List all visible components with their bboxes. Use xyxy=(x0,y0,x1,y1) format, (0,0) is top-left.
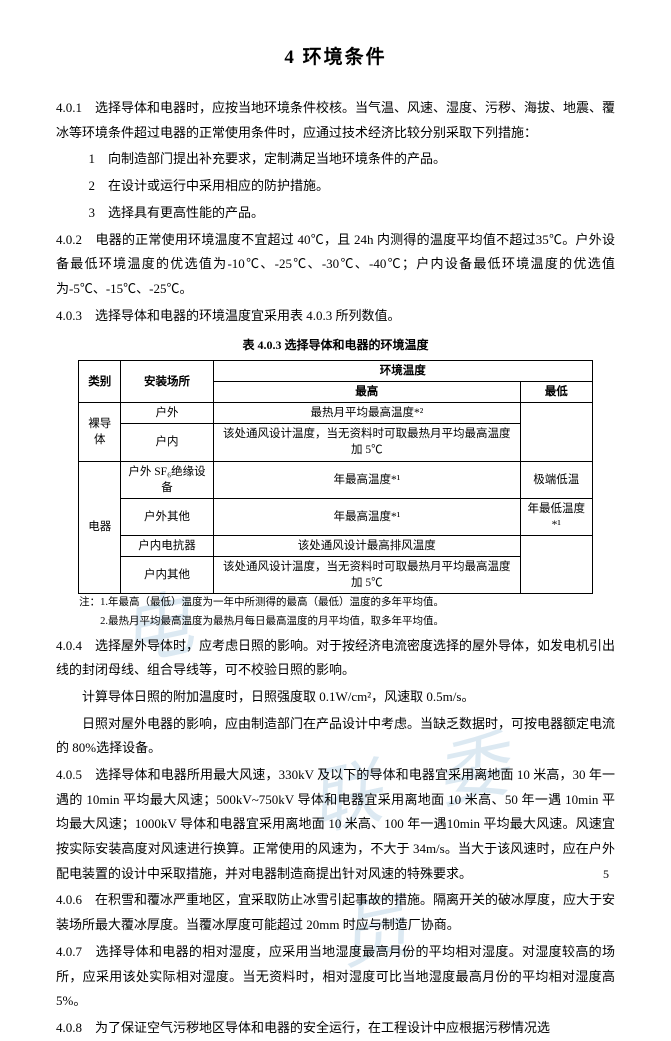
cell: 最热月平均最高温度*² xyxy=(213,403,520,424)
cell: 户外 xyxy=(121,403,214,424)
clause-4-0-7: 4.0.7 选择导体和电器的相对湿度，应采用当地湿度最高月份的平均相对湿度。对湿… xyxy=(56,940,615,1014)
cell: 极端低温 xyxy=(520,461,592,498)
clause-4-0-8: 4.0.8 为了保证空气污秽地区导体和电器的安全运行，在工程设计中应根据污秽情况… xyxy=(56,1016,615,1041)
cell: 户内 xyxy=(121,424,214,461)
cell: 户外 SF₆绝缘设备 xyxy=(121,461,214,498)
th-env-temp: 环境温度 xyxy=(213,361,592,382)
cell: 户内其他 xyxy=(121,557,214,594)
chapter-title: 4 环境条件 xyxy=(56,40,615,76)
clause-4-0-4: 4.0.4 选择屋外导体时，应考虑日照的影响。对于按经济电流密度选择的屋外导体，… xyxy=(56,634,615,683)
clause-4-0-4b: 计算导体日照的附加温度时，日照强度取 0.1W/cm²，风速取 0.5m/s。 xyxy=(56,685,615,710)
table-note-2: 2.最热月平均最高温度为最热月每日最高温度的月平均值，取多年平均值。 xyxy=(56,615,615,630)
cell: 年最低温度*¹ xyxy=(520,498,592,535)
list-item-1: 1 向制造部门提出补充要求，定制满足当地环境条件的产品。 xyxy=(56,147,615,172)
table-note-1: 注：1.年最高（最低）温度为一年中所测得的最高（最低）温度的多年平均值。 xyxy=(56,596,615,611)
list-item-3: 3 选择具有更高性能的产品。 xyxy=(56,201,615,226)
clause-4-0-2: 4.0.2 电器的正常使用环境温度不宜超过 40℃，且 24h 内测得的温度平均… xyxy=(56,228,615,302)
th-category: 类别 xyxy=(79,361,121,403)
th-min: 最低 xyxy=(520,382,592,403)
cell-empty xyxy=(520,403,592,461)
clause-4-0-4c: 日照对屋外电器的影响，应由制造部门在产品设计中考虑。当缺乏数据时，可按电器额定电… xyxy=(56,712,615,761)
cell-apparatus: 电器 xyxy=(79,461,121,594)
clause-4-0-6: 4.0.6 在积雪和覆冰严重地区，宜采取防止冰雪引起事故的措施。隔离开关的破冰厚… xyxy=(56,888,615,937)
table-caption: 表 4.0.3 选择导体和电器的环境温度 xyxy=(56,334,615,357)
cell-empty xyxy=(520,535,592,593)
cell: 户外其他 xyxy=(121,498,214,535)
clause-4-0-5: 4.0.5 选择导体和电器所用最大风速，330kV 及以下的导体和电器宜采用离地… xyxy=(56,763,615,886)
cell: 户内电抗器 xyxy=(121,535,214,556)
cell: 该处通风设计最高排风温度 xyxy=(213,535,520,556)
cell: 该处通风设计温度，当无资料时可取最热月平均最高温度加 5℃ xyxy=(213,557,520,594)
cell: 年最高温度*¹ xyxy=(213,498,520,535)
list-item-2: 2 在设计或运行中采用相应的防护措施。 xyxy=(56,174,615,199)
env-temp-table: 类别 安装场所 环境温度 最高 最低 裸导体 户外 最热月平均最高温度*² 户内… xyxy=(78,360,592,594)
cell: 该处通风设计温度，当无资料时可取最热月平均最高温度加 5℃ xyxy=(213,424,520,461)
clause-4-0-1: 4.0.1 选择导体和电器时，应按当地环境条件校核。当气温、风速、湿度、污秽、海… xyxy=(56,96,615,145)
clause-4-0-3: 4.0.3 选择导体和电器的环境温度宜采用表 4.0.3 所列数值。 xyxy=(56,304,615,329)
page-content: 4 环境条件 4.0.1 选择导体和电器时，应按当地环境条件校核。当气温、风速、… xyxy=(56,40,615,1041)
cell: 年最高温度*¹ xyxy=(213,461,520,498)
cell-bare-conductor: 裸导体 xyxy=(79,403,121,461)
th-location: 安装场所 xyxy=(121,361,214,403)
th-max: 最高 xyxy=(213,382,520,403)
